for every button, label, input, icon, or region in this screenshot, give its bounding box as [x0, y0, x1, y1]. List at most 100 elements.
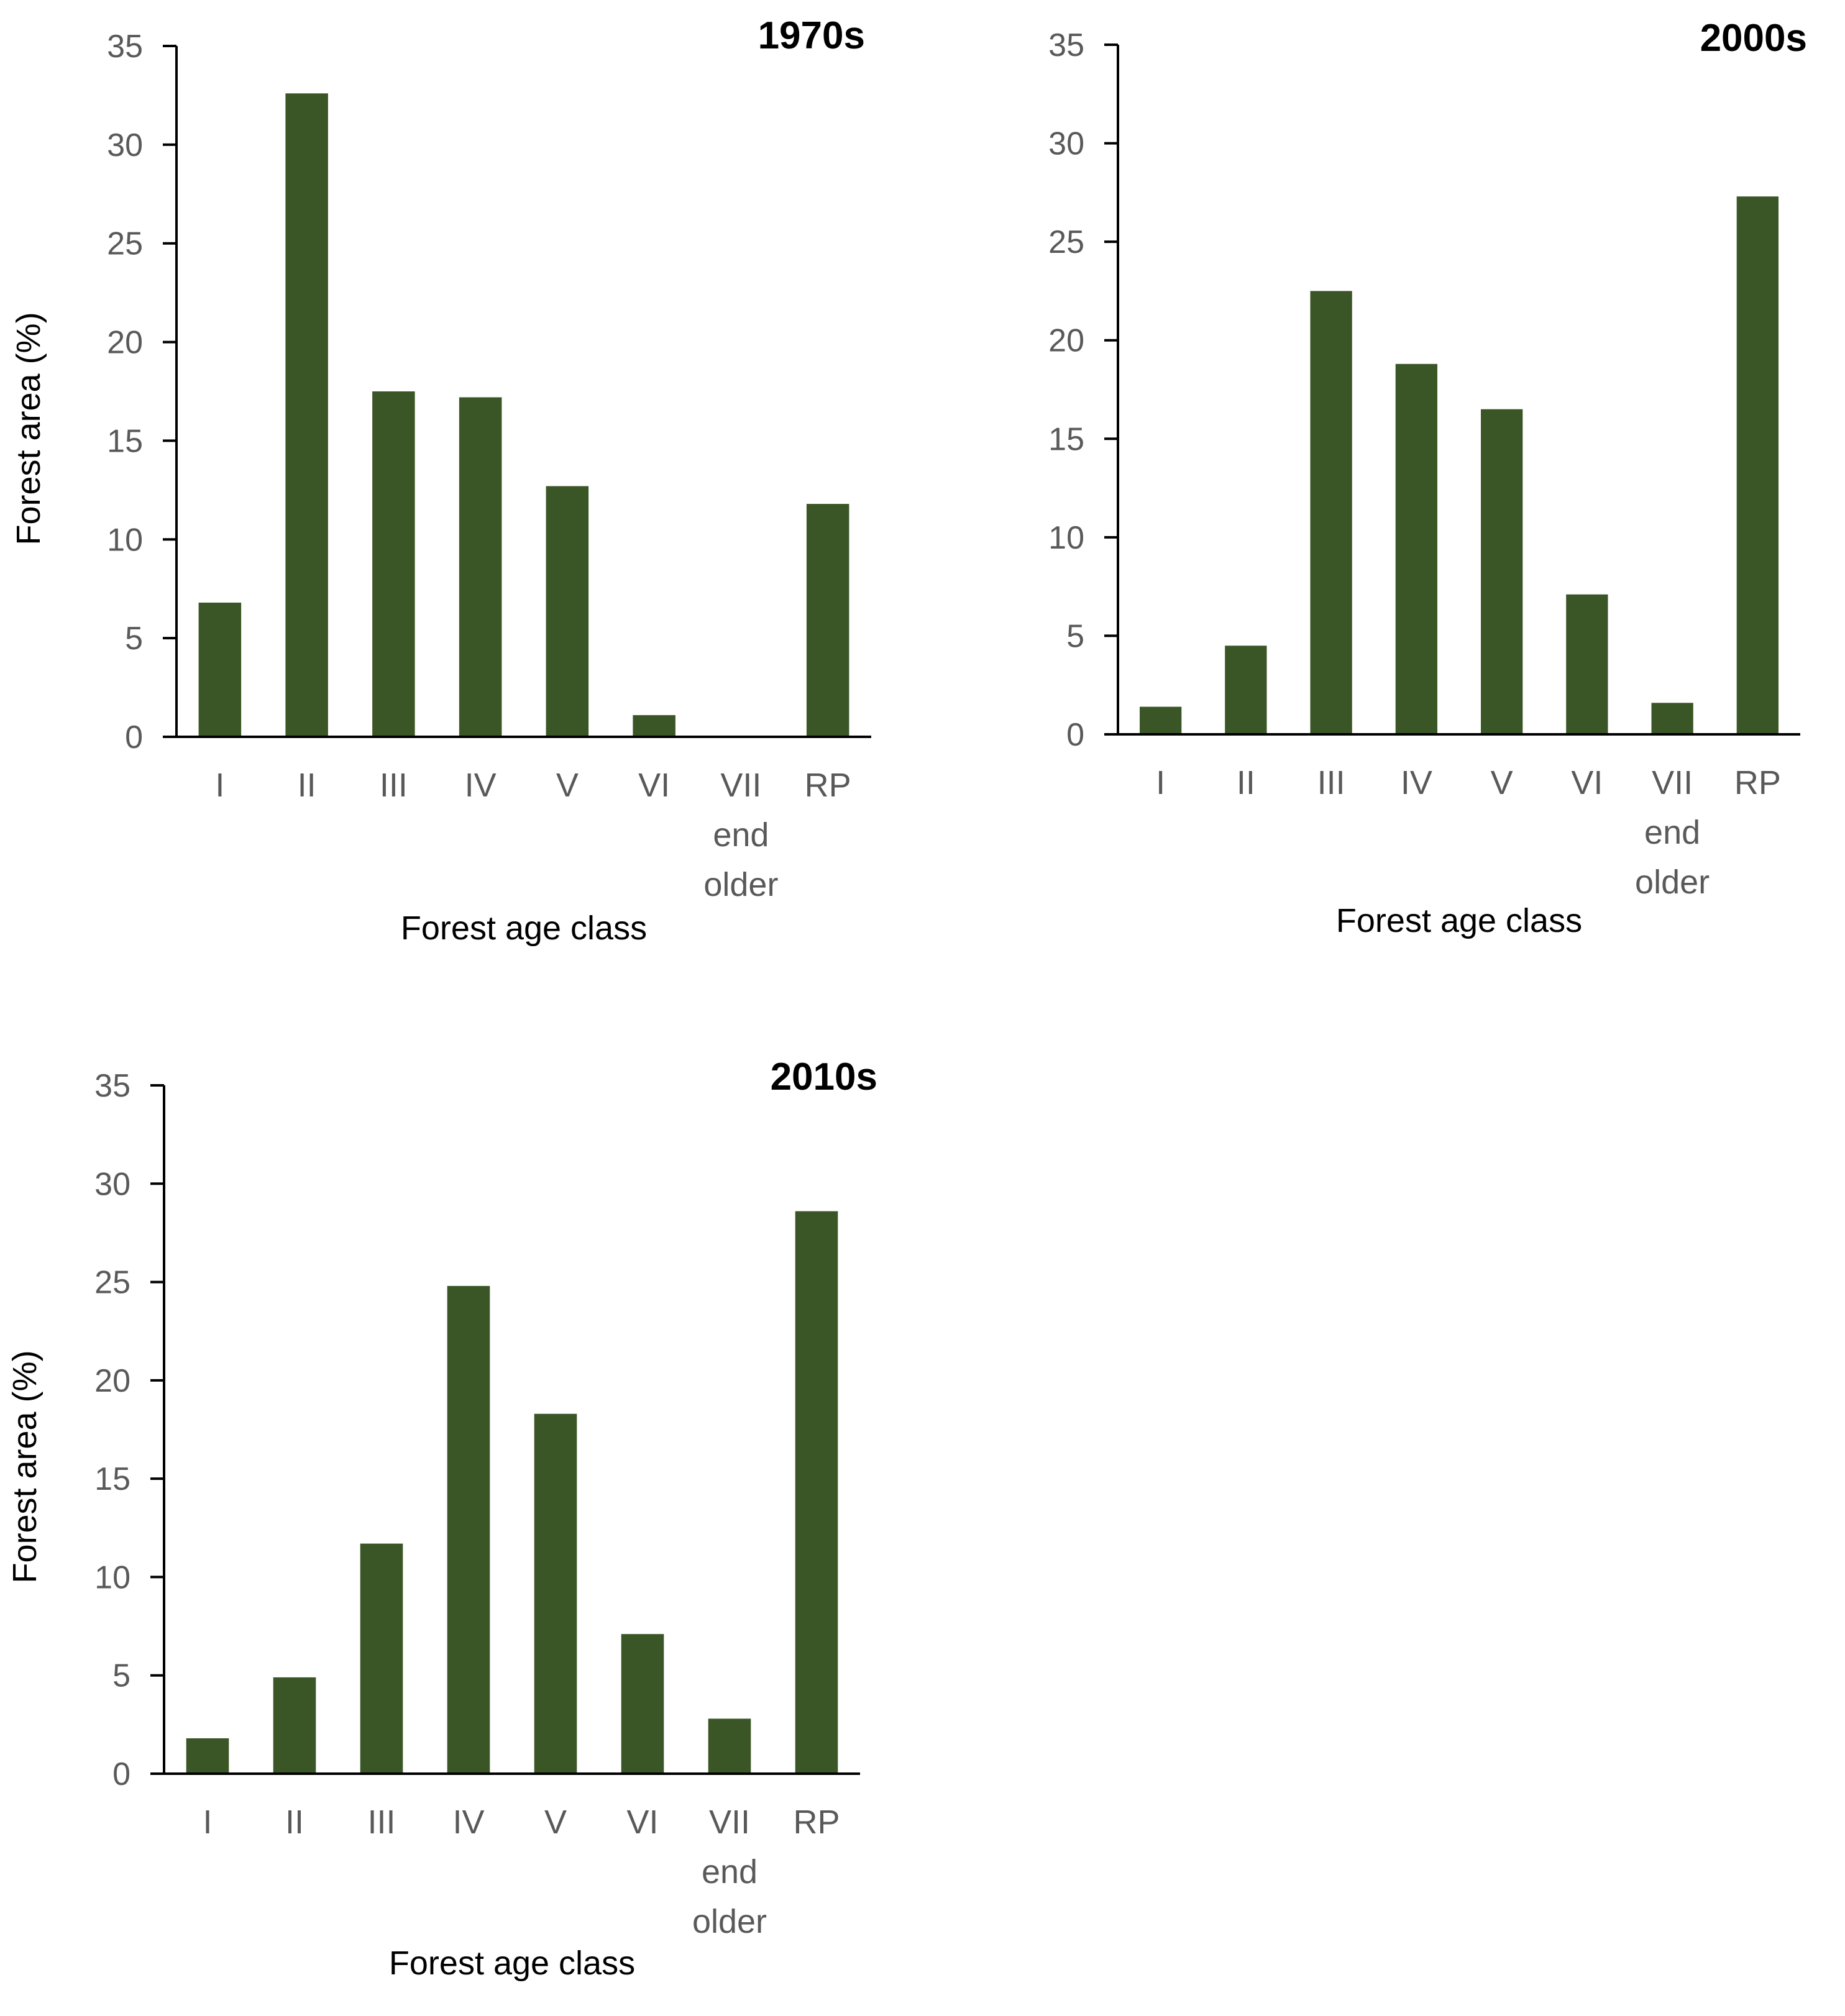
- x-tick-label: II: [298, 767, 316, 804]
- y-tick-label: 20: [1048, 323, 1084, 359]
- x-tick-label: RP: [805, 767, 851, 804]
- x-axis-title: Forest age class: [389, 1945, 635, 1982]
- x-tick-label-line: I: [203, 1804, 212, 1841]
- bar-iii: [360, 1543, 403, 1774]
- x-tick-label: VII end older: [1635, 764, 1710, 901]
- x-tick-label: VI: [638, 767, 670, 804]
- x-tick-label-line: older: [703, 866, 778, 903]
- x-tick-label-line: RP: [1734, 764, 1781, 801]
- x-tick-label-line: IV: [465, 767, 497, 804]
- x-tick-label-line: VI: [638, 767, 670, 804]
- x-tick-label: III: [380, 767, 408, 804]
- y-tick-label: 0: [1066, 717, 1084, 753]
- y-tick-label: 0: [112, 1756, 130, 1792]
- x-tick-label-line: VI: [626, 1804, 658, 1841]
- x-tick-label: II: [1237, 764, 1255, 801]
- x-axis-title: Forest age class: [1336, 902, 1582, 939]
- x-tick-label: VI: [626, 1804, 658, 1841]
- x-tick-label-line: older: [1635, 864, 1710, 901]
- bar-rp: [795, 1211, 838, 1774]
- x-tick-label-line: end: [1644, 814, 1700, 851]
- y-tick-label: 15: [94, 1461, 130, 1497]
- bar-vi: [1566, 594, 1608, 734]
- x-tick-label: I: [215, 767, 224, 804]
- y-tick-label: 20: [107, 325, 143, 361]
- bar-rp: [806, 504, 849, 737]
- x-tick-label-line: VI: [1571, 764, 1603, 801]
- x-tick-label-line: I: [1156, 764, 1165, 801]
- bar-rp: [1736, 196, 1779, 734]
- x-tick-label-line: II: [1237, 764, 1255, 801]
- x-tick-label: III: [1317, 764, 1345, 801]
- x-tick-label: I: [203, 1804, 212, 1841]
- bar-vi: [633, 715, 675, 737]
- bar-ii: [1225, 645, 1267, 734]
- x-tick-label-line: VII: [1652, 764, 1693, 801]
- bar-v: [546, 486, 589, 737]
- y-tick-label: 25: [107, 226, 143, 262]
- x-tick-label-line: V: [544, 1804, 567, 1841]
- x-tick-label: IV: [465, 767, 497, 804]
- x-tick-label: V: [544, 1804, 567, 1841]
- y-tick-label: 20: [94, 1363, 130, 1399]
- y-tick-label: 25: [1048, 224, 1084, 260]
- x-tick-label-line: III: [1317, 764, 1345, 801]
- chart-title: 2000s: [1700, 17, 1807, 60]
- chart-title: 1970s: [758, 14, 865, 57]
- x-tick-label-line: end: [702, 1853, 758, 1891]
- y-tick-label: 10: [107, 522, 143, 558]
- y-tick-label: 15: [1048, 421, 1084, 457]
- y-axis-title: Forest area (%): [6, 1350, 43, 1583]
- x-tick-label-line: II: [285, 1804, 304, 1841]
- x-tick-label-line: V: [1491, 764, 1513, 801]
- x-tick-label: VII end older: [703, 767, 778, 903]
- x-tick-label-line: III: [367, 1804, 395, 1841]
- y-tick-label: 5: [125, 621, 143, 657]
- bar-iii: [1310, 291, 1352, 734]
- x-tick-label: V: [556, 767, 579, 804]
- x-tick-label-line: end: [713, 816, 769, 854]
- x-tick-label-line: RP: [805, 767, 851, 804]
- y-tick-label: 35: [107, 29, 143, 65]
- bar-v: [534, 1413, 577, 1774]
- bar-vii-end-older: [708, 1718, 751, 1774]
- bar-i: [1140, 706, 1182, 734]
- y-tick-label: 25: [94, 1265, 130, 1301]
- y-tick-label: 10: [1048, 520, 1084, 556]
- x-tick-label: III: [367, 1804, 395, 1841]
- bar-iv: [1395, 363, 1437, 734]
- x-tick-label-line: RP: [793, 1804, 840, 1841]
- bar-ii: [273, 1677, 316, 1774]
- x-tick-label: V: [1491, 764, 1513, 801]
- bar-i: [186, 1738, 229, 1774]
- bar-i: [198, 603, 242, 737]
- y-tick-label: 5: [1066, 618, 1084, 654]
- y-tick-label: 15: [107, 423, 143, 459]
- x-tick-label-line: II: [298, 767, 316, 804]
- x-tick-label-line: older: [692, 1903, 767, 1940]
- x-tick-label: I: [1156, 764, 1165, 801]
- y-tick-label: 35: [1048, 27, 1084, 63]
- x-tick-label-line: VII: [709, 1804, 750, 1841]
- bar-iii: [372, 391, 415, 737]
- y-tick-label: 5: [112, 1658, 130, 1694]
- y-axis-title: Forest area (%): [10, 312, 47, 545]
- x-tick-label: VII end older: [692, 1804, 767, 1940]
- x-tick-label-line: III: [380, 767, 408, 804]
- x-tick-label-line: V: [556, 767, 579, 804]
- y-tick-label: 35: [94, 1068, 130, 1104]
- bar-v: [1481, 409, 1523, 734]
- y-tick-label: 10: [94, 1559, 130, 1595]
- x-tick-label-line: VII: [720, 767, 761, 804]
- chart-title: 2010s: [771, 1056, 877, 1098]
- y-tick-label: 0: [125, 719, 143, 755]
- x-tick-label-line: IV: [452, 1804, 484, 1841]
- y-tick-label: 30: [1048, 126, 1084, 162]
- x-tick-label: IV: [1401, 764, 1432, 801]
- x-tick-label: RP: [1734, 764, 1781, 801]
- x-tick-label: RP: [793, 1804, 840, 1841]
- bar-vii-end-older: [1651, 703, 1693, 734]
